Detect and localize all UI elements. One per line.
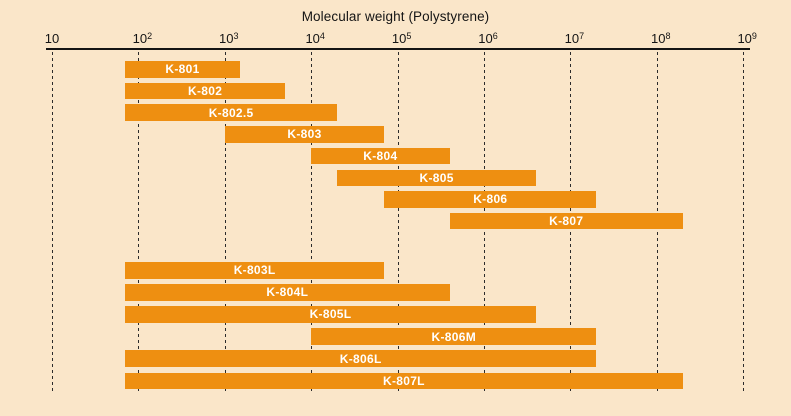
bar-label: K-805 — [419, 170, 454, 185]
column-range-bar: K-801 — [125, 61, 240, 78]
bar-label: K-803L — [233, 263, 276, 278]
column-range-bar: K-804 — [311, 147, 450, 165]
bar-label: K-806M — [431, 329, 477, 344]
axis-tick-label: 102 — [132, 31, 153, 46]
axis-tick-label: 103 — [219, 31, 239, 46]
axis-tick-label: 109 — [737, 31, 757, 46]
column-range-bar: K-807 — [449, 212, 683, 230]
x-axis-line — [46, 48, 750, 50]
axis-tick-label: 104 — [305, 31, 325, 46]
bar-label: K-807L — [382, 373, 425, 388]
bar-label: K-802.5 — [208, 105, 254, 120]
gridline — [743, 52, 745, 392]
axis-tick-label: 10 — [44, 31, 60, 46]
bar-label: K-804 — [363, 149, 398, 164]
axis-tick-label: 107 — [564, 31, 585, 46]
bar-label: K-804L — [266, 285, 309, 300]
column-range-bar: K-806M — [311, 328, 597, 345]
chart-title: Molecular weight (Polystyrene) — [301, 9, 490, 24]
bar-label: K-805L — [309, 307, 352, 322]
bar-label: K-806 — [473, 192, 508, 207]
gridline — [52, 52, 53, 392]
column-range-bar: K-806 — [384, 191, 597, 208]
bar-label: K-807 — [549, 214, 584, 229]
axis-tick-label: 105 — [391, 31, 412, 46]
column-range-bar: K-805L — [125, 306, 537, 323]
column-range-bar: K-803 — [224, 126, 385, 143]
gridline — [311, 52, 313, 392]
axis-tick-label: 108 — [651, 31, 671, 46]
gridline — [397, 52, 399, 392]
axis-tick-label: 106 — [478, 31, 498, 46]
bar-label: K-803 — [287, 127, 322, 142]
column-range-bar: K-802.5 — [125, 104, 338, 121]
column-range-bar: K-803L — [125, 262, 385, 279]
bar-label: K-801 — [165, 62, 200, 77]
column-range-bar: K-806L — [125, 350, 597, 367]
column-range-bar: K-805 — [337, 169, 536, 186]
column-range-bar: K-804L — [125, 284, 450, 301]
gridline — [224, 52, 226, 392]
gridline — [138, 52, 140, 392]
bar-label: K-802 — [188, 83, 223, 98]
column-range-bar: K-802 — [125, 82, 286, 100]
column-range-bar: K-807L — [125, 372, 683, 389]
bar-label: K-806L — [339, 351, 382, 366]
